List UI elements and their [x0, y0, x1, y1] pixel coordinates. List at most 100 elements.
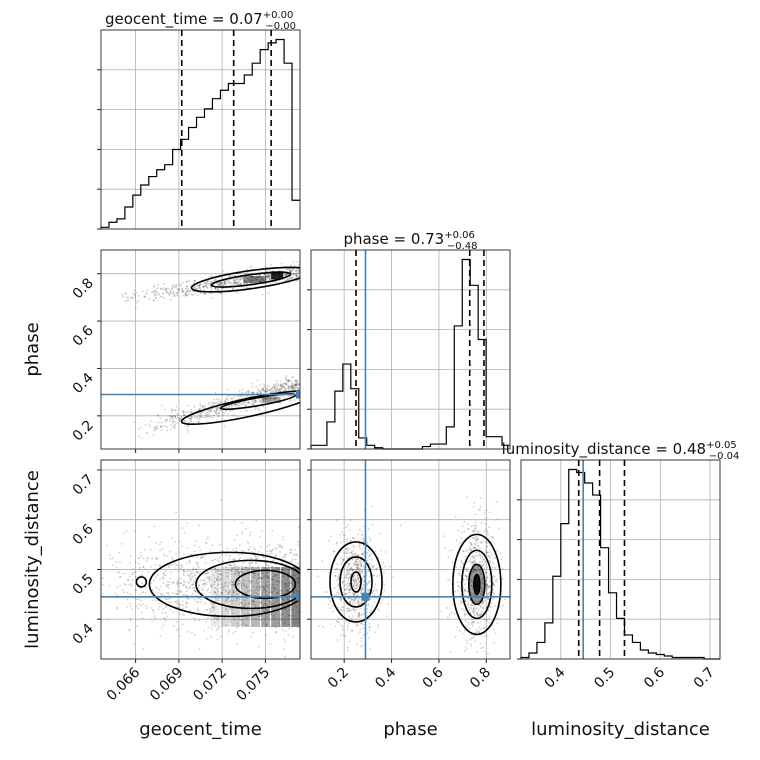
pair-phase-geocent-sample-71 — [228, 275, 231, 278]
pair-lumdist-phase-sample-397 — [346, 585, 349, 587]
pair-lumdist-phase-sample-975 — [460, 601, 463, 604]
pair-phase-geocent-sample-1211 — [193, 406, 195, 409]
pair-lumdist-phase-sample-1258 — [492, 624, 494, 627]
pair-phase-geocent-sample-489 — [182, 289, 185, 292]
pair-lumdist-phase-sample-216 — [335, 579, 338, 582]
pair-lumdist-geocent-sample-759 — [121, 542, 124, 545]
pair-lumdist-geocent-sample-447 — [272, 587, 275, 589]
pair-lumdist-geocent-sample-24 — [217, 572, 219, 575]
pair-lumdist-phase-sample-618 — [358, 581, 361, 584]
pair-lumdist-phase-sample-789 — [465, 550, 468, 552]
pair-lumdist-geocent-sample-790 — [196, 565, 199, 567]
pair-phase-geocent-sample-1246 — [260, 397, 263, 400]
pair-phase-geocent-sample-1309 — [188, 417, 191, 420]
pair-lumdist-geocent-sample-1298 — [281, 567, 284, 570]
pair-lumdist-phase-sample-236 — [358, 563, 361, 566]
pair-lumdist-geocent-sample-1258 — [290, 582, 292, 585]
pair-lumdist-geocent-sample-797 — [146, 557, 148, 560]
pair-lumdist-geocent-sample-567 — [258, 585, 261, 588]
pair-phase-geocent-sample-373 — [203, 292, 206, 295]
pair-lumdist-phase-contour-3 — [452, 533, 502, 636]
ylabel-phase-1: 0.4 — [70, 370, 97, 397]
pair-lumdist-phase-sample-915 — [490, 535, 492, 538]
pair-phase-geocent-sample-355 — [154, 290, 157, 293]
pair-lumdist-geocent-sample-866 — [180, 582, 183, 585]
pair-phase-geocent-sample-1058 — [265, 387, 268, 390]
pair-lumdist-phase-sample-727 — [469, 542, 472, 544]
pair-lumdist-geocent-sample-492 — [284, 641, 287, 643]
pair-lumdist-geocent-sample-414 — [129, 617, 132, 620]
pair-phase-geocent-sample-1123 — [285, 382, 288, 385]
pair-lumdist-geocent-sample-1204 — [187, 588, 190, 590]
pair-lumdist-phase-sample-580 — [368, 562, 370, 565]
pair-lumdist-phase-sample-583 — [349, 589, 351, 592]
pair-lumdist-phase-sample-940 — [474, 529, 477, 532]
pair-lumdist-phase-sample-1171 — [461, 525, 464, 528]
pair-lumdist-geocent-sample-7 — [161, 611, 164, 614]
pair-phase-geocent-sample-1376 — [273, 385, 276, 388]
pair-lumdist-phase-sample-1251 — [470, 548, 473, 551]
pair-lumdist-geocent-sample-941 — [157, 608, 160, 611]
pair-lumdist-phase-sample-551 — [359, 591, 362, 594]
pair-lumdist-geocent-sample-79 — [276, 580, 279, 583]
pair-lumdist-geocent-sample-761 — [166, 583, 169, 586]
pair-lumdist-phase-sample-81 — [362, 553, 364, 555]
pair-lumdist-geocent-sample-1247 — [238, 558, 240, 561]
pair-phase-geocent-sample-315 — [208, 292, 211, 295]
pair-lumdist-geocent-sample-322 — [131, 579, 134, 581]
pair-phase-geocent-sample-327 — [153, 294, 156, 297]
pair-phase-geocent-sample-695 — [285, 273, 288, 276]
pair-lumdist-geocent-sample-976 — [183, 574, 185, 577]
pair-phase-geocent-sample-863 — [247, 390, 249, 392]
pair-lumdist-geocent-sample-1076 — [159, 592, 162, 595]
pair-phase-geocent-sample-1112 — [172, 418, 175, 420]
pair-phase-geocent-sample-921 — [297, 386, 300, 389]
pair-phase-geocent-sample-63 — [274, 281, 277, 283]
pair-lumdist-phase-sample-1225 — [484, 664, 486, 666]
pair-phase-geocent-sample-1367 — [291, 383, 294, 386]
pair-lumdist-geocent-sample-726 — [294, 548, 297, 551]
pair-phase-geocent-sample-1041 — [171, 415, 174, 418]
pair-phase-geocent-sample-877 — [210, 409, 212, 411]
pair-lumdist-phase-sample-1227 — [462, 589, 465, 592]
pair-lumdist-phase-sample-722 — [468, 606, 471, 609]
pair-lumdist-phase-sample-630 — [353, 580, 355, 583]
pair-phase-geocent-sample-46 — [237, 283, 240, 286]
pair-phase-geocent-frame — [100, 249, 301, 450]
pair-lumdist-geocent-sample-510 — [288, 572, 290, 575]
pair-phase-geocent-sample-304 — [249, 266, 252, 268]
pair-lumdist-phase-sample-218 — [353, 598, 356, 601]
pair-phase-geocent-sample-230 — [171, 288, 173, 291]
pair-phase-geocent-sample-237 — [185, 290, 188, 293]
pair-lumdist-geocent-sample-355 — [207, 536, 209, 538]
pair-lumdist-phase-sample-1148 — [470, 607, 473, 610]
pair-lumdist-geocent-sample-456 — [219, 594, 222, 597]
pair-lumdist-geocent-sample-29 — [181, 607, 184, 610]
pair-lumdist-geocent-sample-931 — [225, 600, 228, 603]
pair-phase-geocent-sample-901 — [184, 411, 187, 414]
pair-lumdist-geocent-sample-223 — [168, 609, 171, 611]
pair-lumdist-geocent-sample-288 — [159, 585, 162, 588]
pair-lumdist-geocent-sample-1033 — [296, 578, 299, 580]
pair-lumdist-phase-sample-436 — [335, 519, 338, 521]
pair-lumdist-phase-sample-591 — [327, 603, 330, 606]
pair-phase-geocent-sample-867 — [254, 401, 257, 403]
pair-lumdist-phase-sample-1229 — [469, 550, 472, 552]
pair-lumdist-phase-sample-635 — [356, 594, 358, 597]
hist-luminosity_distance-title: luminosity_distance = 0.48+0.05 −0.04 — [502, 440, 740, 462]
pair-lumdist-phase-sample-977 — [447, 555, 450, 558]
pair-lumdist-geocent-sample-357 — [287, 569, 290, 572]
pair-lumdist-phase-sample-602 — [362, 584, 365, 587]
pair-phase-geocent-sample-359 — [204, 285, 207, 288]
pair-lumdist-phase-sample-117 — [322, 625, 324, 628]
pair-phase-geocent-sample-705 — [227, 395, 230, 397]
pair-lumdist-geocent-sample-1114 — [252, 600, 255, 603]
pair-lumdist-geocent-sample-731 — [297, 589, 300, 592]
pair-lumdist-phase-sample-49 — [361, 571, 364, 574]
pair-lumdist-phase-sample-671 — [502, 604, 505, 607]
pair-lumdist-geocent-sample-577 — [140, 599, 143, 602]
pair-lumdist-geocent-sample-606 — [257, 573, 260, 576]
pair-lumdist-phase-sample-125 — [347, 524, 350, 527]
pair-phase-geocent-sample-476 — [198, 283, 201, 286]
pair-phase-geocent-sample-659 — [226, 281, 229, 284]
